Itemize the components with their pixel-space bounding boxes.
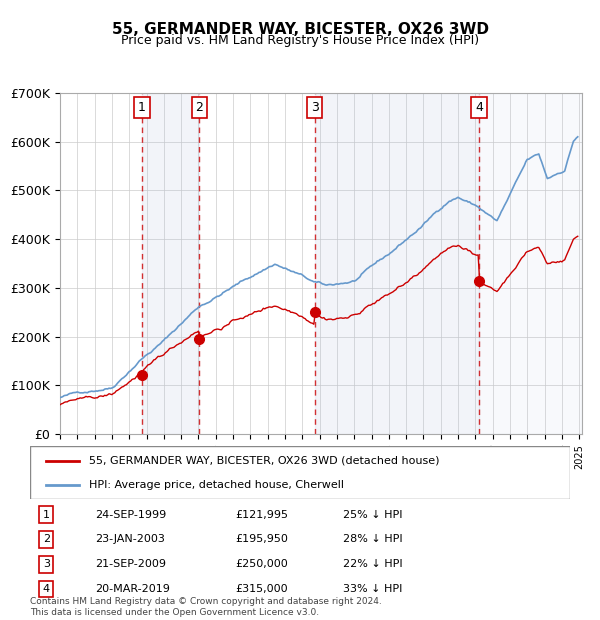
Text: 55, GERMANDER WAY, BICESTER, OX26 3WD (detached house): 55, GERMANDER WAY, BICESTER, OX26 3WD (d…: [89, 456, 440, 466]
Text: 25% ↓ HPI: 25% ↓ HPI: [343, 510, 403, 520]
Text: 20-MAR-2019: 20-MAR-2019: [95, 584, 170, 594]
Text: 33% ↓ HPI: 33% ↓ HPI: [343, 584, 403, 594]
Text: 24-SEP-1999: 24-SEP-1999: [95, 510, 166, 520]
FancyBboxPatch shape: [30, 446, 570, 499]
Text: 2: 2: [196, 101, 203, 114]
Text: Price paid vs. HM Land Registry's House Price Index (HPI): Price paid vs. HM Land Registry's House …: [121, 34, 479, 47]
Text: Contains HM Land Registry data © Crown copyright and database right 2024.
This d: Contains HM Land Registry data © Crown c…: [30, 598, 382, 617]
Text: £315,000: £315,000: [235, 584, 288, 594]
Text: HPI: Average price, detached house, Cherwell: HPI: Average price, detached house, Cher…: [89, 480, 344, 490]
Text: 2: 2: [43, 534, 50, 544]
Text: 55, GERMANDER WAY, BICESTER, OX26 3WD: 55, GERMANDER WAY, BICESTER, OX26 3WD: [112, 22, 488, 37]
Text: 1: 1: [43, 510, 50, 520]
Text: 28% ↓ HPI: 28% ↓ HPI: [343, 534, 403, 544]
Text: 4: 4: [475, 101, 483, 114]
Text: £250,000: £250,000: [235, 559, 288, 569]
Bar: [315, 93, 479, 434]
Text: £195,950: £195,950: [235, 534, 288, 544]
Bar: [142, 93, 199, 434]
Text: 21-SEP-2009: 21-SEP-2009: [95, 559, 166, 569]
Text: 4: 4: [43, 584, 50, 594]
Text: 23-JAN-2003: 23-JAN-2003: [95, 534, 164, 544]
Text: 1: 1: [138, 101, 146, 114]
Text: £121,995: £121,995: [235, 510, 288, 520]
Text: 3: 3: [43, 559, 50, 569]
Bar: [479, 93, 582, 434]
Text: 3: 3: [311, 101, 319, 114]
Text: 22% ↓ HPI: 22% ↓ HPI: [343, 559, 403, 569]
